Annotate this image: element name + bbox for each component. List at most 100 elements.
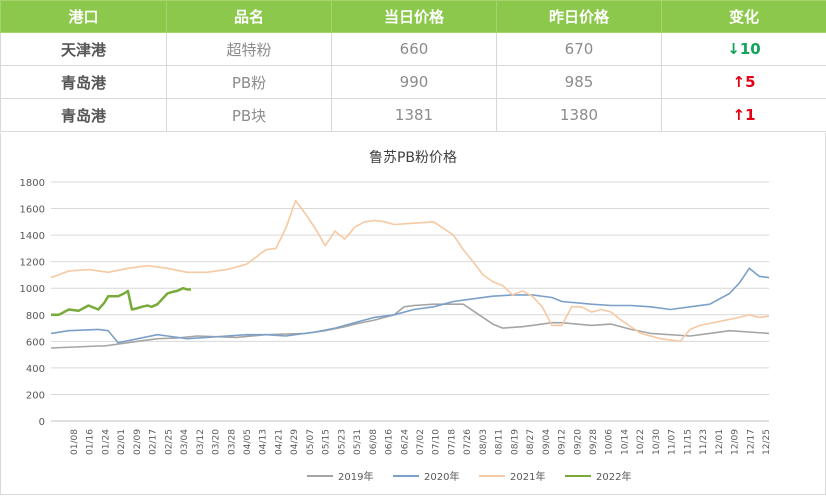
y-tick-label: 400 — [26, 364, 45, 375]
x-tick-label: 09/20 — [573, 429, 583, 455]
cell-port: 青岛港 — [1, 99, 167, 132]
x-tick-label: 02/25 — [164, 429, 174, 455]
cell-product: PB块 — [167, 99, 332, 132]
y-tick-label: 1400 — [20, 231, 45, 242]
cell-change: ↓10 — [662, 33, 826, 66]
arrow-down-icon: ↓ — [727, 40, 740, 58]
x-tick-label: 09/28 — [589, 429, 599, 455]
x-tick-label: 07/02 — [416, 429, 426, 455]
x-tick-label: 07/10 — [432, 429, 442, 455]
x-tick-label: 02/01 — [117, 429, 127, 455]
x-tick-label: 06/16 — [385, 429, 395, 455]
x-tick-label: 06/08 — [369, 429, 379, 455]
x-tick-label: 08/11 — [495, 429, 505, 455]
x-tick-label: 10/22 — [636, 429, 646, 455]
x-tick-label: 07/26 — [463, 429, 473, 455]
x-tick-label: 03/04 — [180, 429, 190, 455]
arrow-up-icon: ↑ — [732, 73, 745, 91]
table-header-row: 港口 品名 当日价格 昨日价格 变化 — [1, 1, 826, 33]
y-tick-label: 600 — [26, 337, 45, 348]
x-tick-label: 12/25 — [762, 429, 772, 455]
x-tick-label: 11/15 — [683, 429, 693, 455]
header-yesterday-price: 昨日价格 — [497, 1, 662, 33]
y-tick-label: 1200 — [20, 258, 45, 269]
x-tick-label: 02/09 — [133, 429, 143, 455]
x-tick-label: 08/03 — [479, 429, 489, 455]
x-tick-label: 04/21 — [274, 429, 284, 455]
cell-product: PB粉 — [167, 66, 332, 99]
cell-port: 天津港 — [1, 33, 167, 66]
cell-today: 1381 — [332, 99, 497, 132]
x-tick-label: 05/31 — [353, 429, 363, 455]
chart-title: 鲁苏PB粉价格 — [369, 150, 457, 166]
chart-container: 鲁苏PB粉价格 0 200 400 600 800 1000 1200 1400 1600 180… — [0, 133, 826, 495]
series-line-3 — [51, 201, 769, 342]
x-tick-label: 08/27 — [526, 429, 536, 455]
x-tick-label: 03/20 — [212, 429, 222, 455]
legend-label: 2019年 — [338, 470, 373, 483]
cell-today: 990 — [332, 66, 497, 99]
x-tick-label: 01/08 — [70, 429, 80, 455]
series-lines — [51, 201, 769, 348]
change-value: 10 — [740, 40, 761, 58]
cell-yesterday: 670 — [497, 33, 662, 66]
header-change: 变化 — [662, 1, 826, 33]
table-row: 青岛港 PB块 1381 1380 ↑1 — [1, 99, 826, 132]
y-tick-label: 800 — [26, 311, 45, 322]
x-tick-label: 07/18 — [447, 429, 457, 455]
x-tick-label: 12/09 — [731, 429, 741, 455]
cell-today: 660 — [332, 33, 497, 66]
price-line-chart: 鲁苏PB粉价格 0 200 400 600 800 1000 1200 1400 1600 180… — [1, 133, 825, 494]
x-tick-label: 12/01 — [715, 429, 725, 455]
x-tick-label: 12/17 — [746, 429, 756, 455]
y-tick-label: 0 — [39, 417, 45, 428]
x-tick-label: 01/24 — [101, 429, 111, 455]
price-table: 港口 品名 当日价格 昨日价格 变化 天津港 超特粉 660 670 ↓10 青… — [0, 0, 826, 132]
x-tick-label: 10/30 — [652, 429, 662, 455]
x-tick-label: 04/13 — [259, 429, 269, 455]
y-tick-label: 1600 — [20, 205, 45, 216]
x-tick-label: 06/24 — [400, 429, 410, 455]
cell-product: 超特粉 — [167, 33, 332, 66]
y-tick-label: 1000 — [20, 284, 45, 295]
x-tick-label: 05/07 — [306, 429, 316, 455]
cell-change: ↑5 — [662, 66, 826, 99]
y-axis: 0 200 400 600 800 1000 1200 1400 1600 1800 — [20, 178, 45, 428]
x-tick-label: 05/23 — [337, 429, 347, 455]
header-product: 品名 — [167, 1, 332, 33]
x-tick-label: 11/07 — [668, 429, 678, 455]
x-tick-label: 04/29 — [290, 429, 300, 455]
x-tick-label: 11/23 — [699, 429, 709, 455]
legend: 2019年 2020年 2021年 2022年 — [307, 470, 631, 483]
arrow-up-icon: ↑ — [732, 106, 745, 124]
header-today-price: 当日价格 — [332, 1, 497, 33]
x-tick-label: 10/06 — [605, 429, 615, 455]
legend-label: 2021年 — [510, 470, 545, 483]
y-tick-label: 1800 — [20, 178, 45, 189]
table-row: 青岛港 PB粉 990 985 ↑5 — [1, 66, 826, 99]
y-tick-label: 200 — [26, 390, 45, 401]
header-port: 港口 — [1, 1, 167, 33]
legend-label: 2022年 — [596, 470, 631, 483]
x-tick-label: 01/16 — [86, 429, 96, 455]
legend-label: 2020年 — [424, 470, 459, 483]
x-tick-label: 09/04 — [542, 429, 552, 455]
x-tick-label: 02/17 — [149, 429, 159, 455]
series-line-4 — [51, 288, 191, 315]
x-tick-label: 03/12 — [196, 429, 206, 455]
cell-change: ↑1 — [662, 99, 826, 132]
x-tick-label: 10/14 — [620, 429, 630, 455]
cell-port: 青岛港 — [1, 66, 167, 99]
x-tick-label: 05/15 — [322, 429, 332, 455]
cell-yesterday: 1380 — [497, 99, 662, 132]
x-tick-label: 03/28 — [227, 429, 237, 455]
change-value: 1 — [745, 106, 755, 124]
x-axis: 01/08 01/16 01/24 02/01 02/09 02/17 02/25 03/04… — [70, 429, 772, 455]
x-tick-label: 04/05 — [243, 429, 253, 455]
x-tick-label: 09/12 — [558, 429, 568, 455]
cell-yesterday: 985 — [497, 66, 662, 99]
change-value: 5 — [745, 73, 755, 91]
table-row: 天津港 超特粉 660 670 ↓10 — [1, 33, 826, 66]
x-tick-label: 08/19 — [510, 429, 520, 455]
